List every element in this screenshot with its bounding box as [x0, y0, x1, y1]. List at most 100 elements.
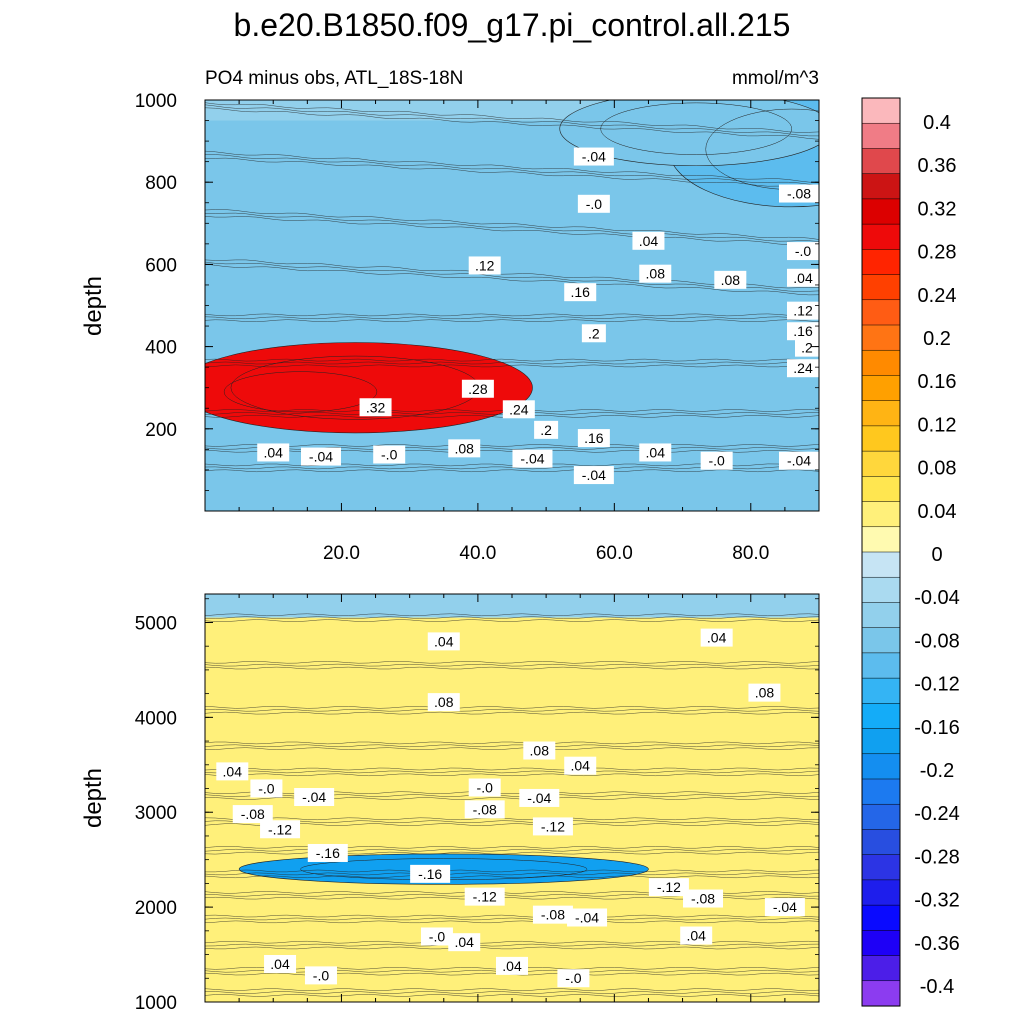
bottom-contour-line [205, 747, 819, 750]
bottom-contour-label: .08 [427, 693, 460, 712]
bottom-contour-line [205, 872, 819, 876]
colorbar-swatch [861, 879, 901, 906]
bottom-contour-line [205, 869, 819, 873]
svg-text:.04: .04 [570, 758, 590, 774]
bottom-contour-label: -.12 [648, 878, 689, 897]
colorbar-swatch [861, 97, 901, 124]
colorbar-swatch [861, 148, 901, 175]
bottom-contour-label: -.0 [304, 966, 337, 985]
colorbar-label: -0.32 [914, 890, 960, 912]
bottom-contour-label: -.12 [532, 817, 573, 836]
colorbar-swatch [861, 450, 901, 477]
svg-text:.2: .2 [801, 340, 813, 356]
top-contour-label: .04 [639, 443, 672, 462]
bottom-contour-line [205, 917, 819, 921]
bottom-contour-label: -.16 [410, 864, 451, 883]
top-contour-label: .08 [639, 264, 672, 283]
bottom-contour-label: .04 [496, 956, 528, 975]
svg-text:-.04: -.04 [787, 453, 811, 469]
colorbar-swatch [861, 602, 901, 629]
top-feature-contour [600, 102, 792, 155]
bottom-contour-line [205, 820, 819, 823]
colorbar: 0.4 0.36 0.32 0.28 0.24 0.2 0.16 0.12 0.08 0.04 0 -… [861, 97, 960, 1007]
top-contour-label: -.0 [577, 194, 610, 213]
top-contour-line [205, 157, 819, 188]
colorbar-label: 0.08 [918, 458, 957, 480]
bottom-contour-line [205, 773, 819, 777]
colorbar-swatch [861, 299, 901, 326]
colorbar-label: -0.28 [914, 846, 960, 868]
svg-text:-.08: -.08 [473, 801, 497, 817]
svg-text:-.12: -.12 [541, 818, 565, 834]
colorbar-swatch [861, 703, 901, 730]
svg-text:-.04: -.04 [309, 449, 333, 465]
colorbar-swatch [861, 249, 901, 276]
svg-text:.04: .04 [223, 763, 243, 779]
top-contour-label: .2 [534, 420, 559, 439]
top-contour-line [205, 107, 819, 140]
svg-text:-.0: -.0 [477, 780, 494, 796]
bottom-contour-line [205, 660, 819, 664]
svg-text:.16: .16 [570, 284, 590, 300]
colorbar-label: -0.04 [914, 587, 960, 609]
top-ylabel: depth [80, 276, 107, 336]
svg-text:.08: .08 [721, 272, 741, 288]
colorbar-swatch [861, 122, 901, 149]
colorbar-label: -0.24 [914, 803, 960, 825]
bottom-contour-label: -.08 [232, 805, 273, 824]
svg-text:.04: .04 [639, 233, 659, 249]
svg-text:.2: .2 [588, 325, 600, 341]
svg-text:.24: .24 [793, 360, 813, 376]
colorbar-label: -0.2 [920, 760, 954, 782]
top-contour-line [205, 263, 819, 296]
colorbar-swatch [861, 652, 901, 679]
svg-text:.08: .08 [646, 266, 666, 282]
colorbar-label: 0.04 [918, 501, 957, 523]
colorbar-swatch [861, 854, 901, 881]
colorbar-swatch [861, 753, 901, 780]
colorbar-label: 0 [931, 544, 942, 566]
colorbar-swatch [861, 375, 901, 402]
bottom-contour-label: -.08 [464, 800, 505, 819]
colorbar-label: -0.36 [914, 933, 960, 955]
top-contour-line [205, 209, 819, 240]
colorbar-label: 0.28 [918, 242, 957, 264]
svg-text:-.04: -.04 [582, 149, 606, 165]
bottom-contour-line [205, 994, 819, 997]
svg-text:-.0: -.0 [381, 447, 398, 463]
colorbar-frame [861, 97, 901, 1007]
svg-text:-.04: -.04 [575, 910, 599, 926]
svg-text:-.16: -.16 [316, 845, 340, 861]
svg-text:-.0: -.0 [429, 928, 446, 944]
bottom-contour-label: .04 [264, 954, 297, 973]
bottom-contour-label: -.12 [260, 820, 301, 839]
bottom-contour-line [205, 666, 819, 670]
top-contour-plot: .04 -.04 -.0.08-.04-.04.16.2.04-.0 -.04.32.… [80, 91, 820, 564]
svg-text:.04: .04 [270, 956, 290, 972]
svg-text:.16: .16 [584, 430, 604, 446]
bottom-contour-label: .04 [216, 762, 249, 781]
bottom-contour-line [205, 613, 819, 617]
colorbar-swatch [861, 980, 901, 1007]
top-contour-line [205, 154, 819, 186]
colorbar-label: 0.32 [918, 198, 957, 220]
bottom-contour-line [205, 663, 819, 667]
svg-text:-.04: -.04 [302, 789, 326, 805]
bottom-contour-line [205, 817, 819, 821]
svg-text:.04: .04 [502, 958, 522, 974]
svg-text:.04: .04 [793, 270, 813, 286]
bottom-contour-label: -.08 [683, 889, 724, 908]
colorbar-swatch [861, 324, 901, 351]
top-contour-label: .28 [461, 379, 494, 398]
bottom-contour-line [205, 914, 819, 918]
colorbar-swatch [861, 501, 901, 528]
top-contour-label: -.04 [512, 449, 553, 468]
svg-text:.12: .12 [475, 257, 495, 273]
svg-text:-.04: -.04 [527, 790, 551, 806]
colorbar-swatch [861, 576, 901, 603]
colorbar-swatch [861, 274, 901, 301]
bottom-contour-line [205, 875, 819, 879]
svg-text:-.04: -.04 [582, 467, 606, 483]
top-contour-label: -.04 [300, 447, 341, 466]
colorbar-swatch [861, 627, 901, 654]
